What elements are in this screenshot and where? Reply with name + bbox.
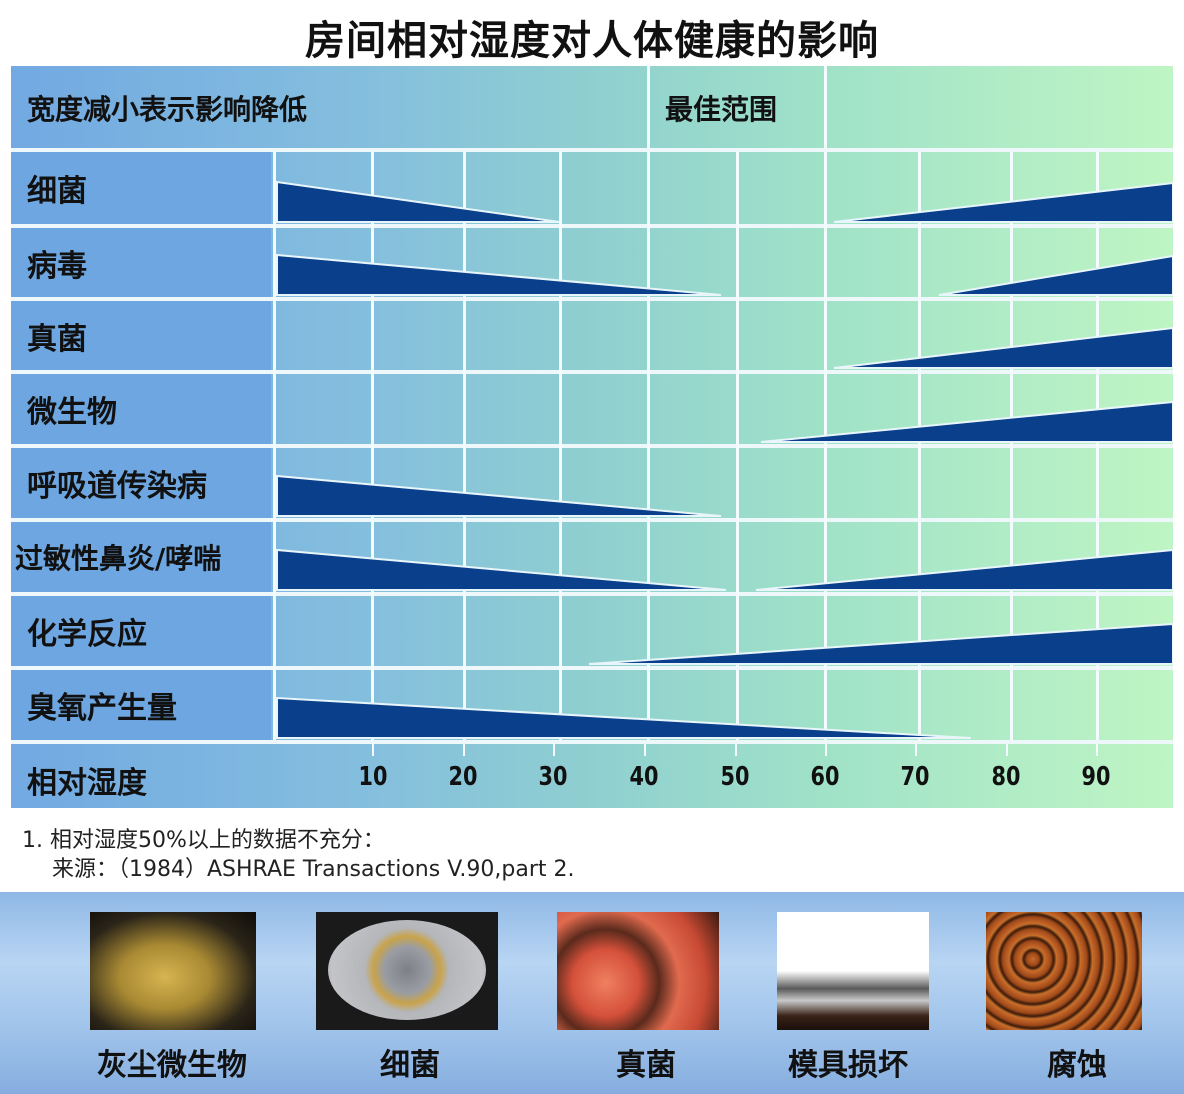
image-label-dust-microbes: 灰尘微生物 [97, 1048, 247, 1083]
tick-mark [463, 744, 465, 756]
row-divider [11, 297, 1173, 301]
row-label: 细菌 [11, 152, 271, 224]
row-ozone-production: 臭氧产生量 [11, 670, 1173, 740]
optimal-right-divider [824, 66, 827, 148]
image-label-fungi: 真菌 [616, 1048, 676, 1083]
tick-mark [825, 744, 827, 756]
tick-mark [372, 744, 374, 756]
sterling-chart: 宽度减小表示影响降低 最佳范围 细菌 病毒 真菌 微生物 呼吸道传染病 过敏性鼻… [11, 66, 1173, 808]
wedge-bacteria-low [276, 180, 560, 223]
footnote-data-insufficient: 1. 相对湿度50%以上的数据不充分： [22, 828, 385, 853]
dust-mite-photo-icon [90, 912, 256, 1030]
gridline-50 [736, 152, 739, 740]
row-label: 微生物 [11, 374, 271, 444]
gridline-60 [824, 152, 827, 740]
tick-label-40: 40 [629, 762, 659, 792]
row-fungi: 真菌 [11, 301, 1173, 370]
tick-label-50: 50 [720, 762, 750, 792]
gridline-90 [1096, 152, 1099, 740]
wedge-layer [276, 180, 1173, 739]
row-label: 呼吸道传染病 [11, 448, 271, 518]
wedge-fungi-high [833, 326, 1173, 369]
row-label: 化学反应 [11, 596, 271, 666]
gridline-80 [1010, 152, 1013, 740]
tick-label-90: 90 [1081, 762, 1111, 792]
tick-mark [644, 744, 646, 756]
wedge-bacteria-high [833, 181, 1173, 223]
image-strip: 灰尘微生物 细菌 真菌 模具损坏 腐蚀 [0, 892, 1184, 1094]
wedge-virus-high [938, 254, 1173, 296]
tick-mark [1006, 744, 1008, 756]
wedge-allergy-high [755, 548, 1173, 591]
corrosion-photo-icon [986, 912, 1142, 1030]
row-divider [11, 740, 1173, 744]
tick-label-80: 80 [991, 762, 1021, 792]
mold-damage-photo-icon [777, 912, 929, 1030]
row-divider [11, 666, 1173, 670]
chart-title: 房间相对湿度对人体健康的影响 [305, 18, 879, 64]
row-label: 过敏性鼻炎/哮喘 [11, 522, 271, 592]
gridline-30 [559, 152, 562, 740]
tick-label-20: 20 [448, 762, 478, 792]
row-label: 真菌 [11, 301, 271, 370]
tick-label-70: 70 [900, 762, 930, 792]
wedge-allergy-low [276, 548, 727, 591]
tick-label-30: 30 [538, 762, 568, 792]
tick-label-60: 60 [810, 762, 840, 792]
footnote-source: 来源：（1984）ASHRAE Transactions V.90,part 2… [52, 857, 575, 882]
row-virus: 病毒 [11, 228, 1173, 297]
gridline-70 [918, 152, 921, 740]
wedge-microorganisms-high [760, 400, 1173, 443]
optimal-range-label: 最佳范围 [665, 93, 778, 126]
gridline-20 [463, 152, 466, 740]
tick-mark [1096, 744, 1098, 756]
fungus-spores-photo-icon [557, 912, 719, 1030]
tick-mark [915, 744, 917, 756]
wedge-ozone-low [276, 696, 972, 739]
wedge-virus-low [276, 253, 722, 296]
row-divider [11, 592, 1173, 596]
image-label-corrosion: 腐蚀 [1047, 1048, 1107, 1083]
row-bacteria: 细菌 [11, 152, 1173, 224]
row-label: 病毒 [11, 228, 271, 297]
petri-dish-photo-icon [316, 912, 498, 1030]
optimal-left-divider [647, 66, 650, 148]
row-divider [11, 148, 1173, 152]
wedge-respiratory-low [276, 474, 722, 517]
tick-label-10: 10 [358, 762, 388, 792]
wedge-chemical-high [588, 622, 1173, 665]
tick-mark [553, 744, 555, 756]
row-divider [11, 444, 1173, 448]
row-microorganisms: 微生物 [11, 374, 1173, 444]
row-label: 臭氧产生量 [11, 670, 271, 740]
x-axis-label: 相对湿度 [27, 766, 147, 801]
gridline-10 [371, 152, 374, 740]
row-divider [11, 370, 1173, 374]
tick-mark [735, 744, 737, 756]
plot-left-border [273, 152, 276, 740]
row-divider [11, 518, 1173, 522]
row-chemical-reactions: 化学反应 [11, 596, 1173, 666]
row-divider [11, 224, 1173, 228]
header-legend-text: 宽度减小表示影响降低 [27, 93, 308, 126]
row-respiratory-infections: 呼吸道传染病 [11, 448, 1173, 518]
image-label-mold-damage: 模具损坏 [788, 1048, 908, 1083]
gridline-40 [647, 152, 650, 740]
row-allergic-rhinitis-asthma: 过敏性鼻炎/哮喘 [11, 522, 1173, 592]
image-label-bacteria: 细菌 [380, 1048, 440, 1083]
